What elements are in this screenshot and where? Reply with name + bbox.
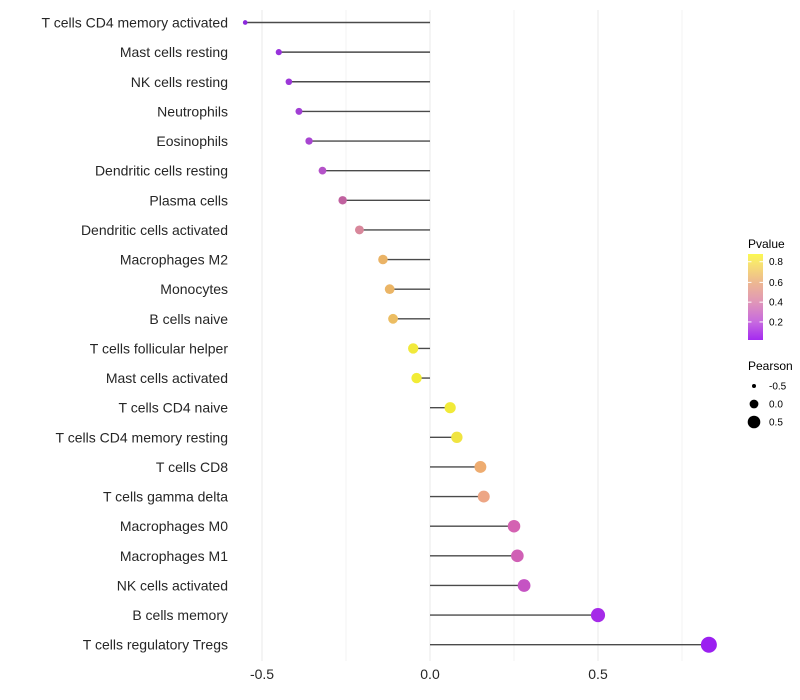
data-point — [338, 196, 347, 205]
y-axis-label: NK cells resting — [131, 74, 228, 90]
y-axis-label: Monocytes — [160, 281, 228, 297]
data-point — [285, 78, 293, 86]
size-legend-label: 0.5 — [769, 418, 783, 429]
colorbar-tick-label: 0.4 — [769, 298, 783, 309]
y-axis-label: Macrophages M1 — [120, 548, 228, 564]
y-axis-label: T cells CD4 memory resting — [56, 429, 228, 445]
y-axis-label: Dendritic cells activated — [81, 222, 228, 238]
data-point — [275, 49, 282, 56]
y-axis-label: Neutrophils — [157, 103, 228, 119]
y-axis-label: T cells CD8 — [156, 459, 228, 475]
size-legend-dot — [747, 415, 761, 429]
size-legend-dot — [752, 384, 756, 388]
pvalue-colorbar — [748, 254, 763, 340]
data-point — [388, 313, 398, 324]
x-axis-tick-label: -0.5 — [250, 666, 274, 682]
size-legend-label: -0.5 — [769, 382, 787, 393]
y-axis-label: Mast cells resting — [120, 44, 228, 60]
x-axis-tick-labels: -0.5 0.0 0.5 — [250, 666, 608, 682]
data-point — [242, 20, 248, 25]
pearson-size-legend: -0.5 0.0 0.5 — [747, 382, 787, 429]
data-point — [477, 490, 490, 503]
data-point — [378, 254, 388, 265]
colorbar-tick-label: 0.8 — [769, 257, 783, 268]
y-axis-label: T cells regulatory Tregs — [83, 637, 228, 653]
gridlines — [261, 10, 683, 661]
data-point — [507, 519, 521, 533]
y-axis-label: T cells CD4 memory activated — [42, 15, 228, 31]
y-axis-label: B cells memory — [132, 607, 228, 623]
y-axis-label: T cells gamma delta — [103, 489, 228, 505]
y-axis-label: Dendritic cells resting — [95, 163, 228, 179]
data-point — [590, 608, 606, 623]
y-axis-label: Eosinophils — [156, 133, 228, 149]
legend: Pvalue 0.8 0.6 0.4 0.2 Pearson -0.5 0.0 0.5 — [747, 237, 793, 429]
pvalue-colorbar-ticks: 0.8 0.6 0.4 0.2 — [748, 257, 783, 328]
size-legend-dot — [749, 399, 759, 409]
data-point — [295, 107, 303, 115]
pvalue-legend-title: Pvalue — [748, 237, 785, 251]
data-point — [700, 636, 717, 653]
y-axis-label: T cells CD4 naive — [119, 400, 229, 416]
pearson-legend-title: Pearson — [748, 359, 793, 373]
y-axis-label: Plasma cells — [149, 192, 228, 208]
data-point — [411, 372, 422, 384]
x-axis-tick-label: 0.0 — [420, 666, 440, 682]
data-point — [451, 431, 463, 443]
x-axis-tick-label: 0.5 — [588, 666, 608, 682]
y-axis-label: Macrophages M0 — [120, 518, 228, 534]
data-point — [511, 549, 524, 563]
colorbar-tick-label: 0.6 — [769, 278, 783, 289]
y-axis-label: Macrophages M2 — [120, 252, 228, 268]
data-point — [318, 166, 327, 175]
data-point — [517, 579, 531, 592]
data-point — [384, 284, 395, 295]
y-axis-label: NK cells activated — [117, 577, 228, 593]
data-point — [474, 461, 487, 473]
data-point — [305, 137, 313, 145]
y-axis-label: T cells follicular helper — [90, 340, 229, 356]
size-legend-label: 0.0 — [769, 400, 783, 411]
data-point — [354, 225, 364, 235]
data-point — [444, 402, 456, 414]
chart-rows: T cells CD4 memory activated Mast cells r… — [42, 15, 717, 653]
y-axis-label: B cells naive — [149, 311, 228, 327]
data-point — [408, 343, 419, 354]
y-axis-label: Mast cells activated — [106, 370, 228, 386]
colorbar-tick-label: 0.2 — [769, 317, 783, 328]
